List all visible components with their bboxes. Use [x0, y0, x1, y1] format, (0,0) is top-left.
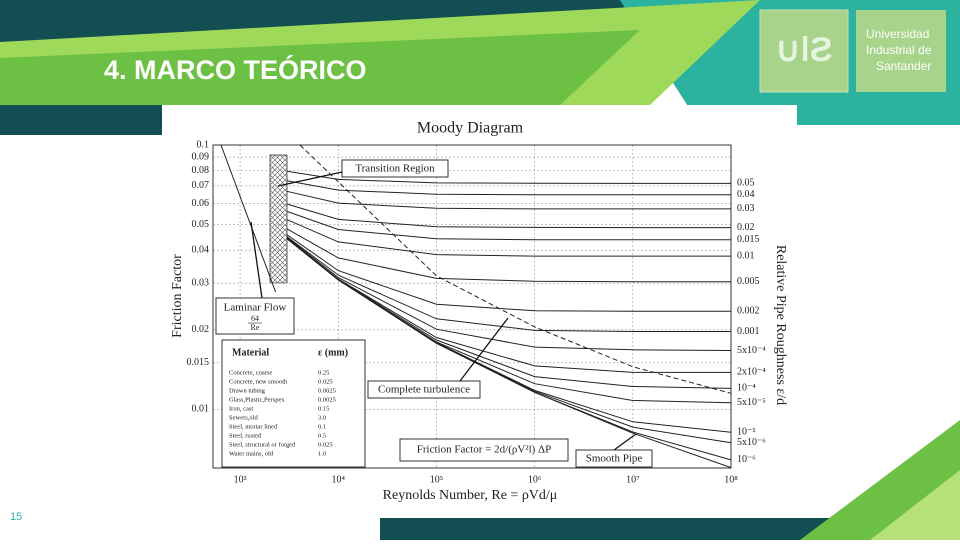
y-tick-label: 0.07: [192, 180, 210, 191]
annotation: Transition Region: [355, 163, 435, 175]
roughness-label: 5x10⁻⁵: [737, 397, 766, 408]
x-tick-label: 10⁸: [724, 474, 738, 485]
chart-title: Moody Diagram: [417, 120, 524, 137]
y-tick-label: 0.05: [192, 219, 210, 230]
roughness-label: 0.002: [737, 306, 760, 317]
annotation: Friction Factor = 2d/(ρV²l) ΔP: [417, 444, 552, 456]
curve: [286, 180, 731, 196]
table-cell: Water mains, old: [229, 450, 274, 457]
annotation: 64: [251, 314, 259, 323]
x-tick-label: 10⁴: [332, 474, 346, 485]
table-cell: 1.0: [318, 450, 326, 457]
slide-title: 4. MARCO TEÓRICO: [104, 54, 367, 85]
annotation: Laminar Flow: [224, 302, 287, 314]
table-cell: Steel, rusted: [229, 432, 262, 439]
curve: [286, 219, 731, 257]
roughness-label: 0.01: [737, 250, 755, 261]
transition-region: [269, 154, 288, 284]
roughness-label: 0.04: [737, 189, 755, 200]
roughness-label: 0.03: [737, 203, 755, 214]
institution: Universidad: [866, 27, 929, 41]
roughness-label: 10⁻⁵: [737, 427, 756, 438]
table-cell: 0.0025: [318, 387, 336, 394]
roughness-label: 0.005: [737, 276, 760, 287]
roughness-label: 5x10⁻⁴: [737, 345, 766, 356]
table-cell: 0.25: [318, 369, 329, 376]
x-tick-label: 10⁵: [430, 474, 444, 485]
annotations: Transition Region Laminar Flow 64 Re Com…: [215, 159, 653, 468]
x-tick-label: 10⁶: [528, 474, 542, 485]
roughness-label: 2x10⁻⁴: [737, 367, 766, 378]
curve: [220, 144, 277, 293]
y-tick-label: 0.01: [192, 404, 210, 415]
curve: [286, 236, 731, 332]
x-tick-label: 10⁷: [626, 474, 640, 485]
table-cell: Glass,Plastic,Perspex: [229, 396, 285, 403]
roughness-label: 0.015: [737, 234, 760, 245]
roughness-label: 10⁻⁶: [737, 454, 756, 465]
table-cell: Concrete, new smooth: [229, 378, 288, 385]
table-cell: 0.0025: [318, 396, 336, 403]
table-cell: 3.0: [318, 414, 326, 421]
logo-text-box: [856, 10, 946, 92]
roughness-label: 0.02: [737, 222, 755, 233]
table-cell: Iron, cast: [229, 405, 253, 412]
institution: Industrial de: [866, 43, 932, 57]
y-tick-label: 0.02: [192, 324, 210, 335]
roughness-label: 10⁻⁴: [737, 383, 756, 394]
table-cell: 0.1: [318, 423, 326, 430]
y-tick-label: 0.09: [192, 151, 210, 162]
table-cell: Drawn tubing: [229, 387, 266, 394]
annotation: Complete turbulence: [378, 384, 470, 396]
page-number: 15: [10, 511, 22, 523]
moody-chart: Moody Diagram Friction Factor Reynolds N…: [170, 120, 788, 504]
institution: Santander: [876, 59, 931, 73]
table-header: Material: [232, 347, 269, 358]
table-cell: Steel, mortar lined: [229, 423, 278, 430]
roughness-label: 0.001: [737, 326, 760, 337]
y-axis-label: Friction Factor: [170, 254, 185, 338]
y-tick-label: 0.1: [197, 139, 210, 150]
annotation: Re: [251, 323, 260, 332]
table-cell: 0.025: [318, 378, 333, 385]
y-tick-label: 0.06: [192, 198, 210, 209]
y-tick-label: 0.08: [192, 165, 210, 176]
table-header: ε (mm): [318, 347, 348, 358]
annotation: Smooth Pipe: [586, 453, 643, 465]
logo-mark: [759, 9, 849, 93]
table-cell: Concrete, coarse: [229, 369, 272, 376]
x-tick-label: 10³: [234, 474, 247, 485]
logo-glyph: ∪ǀƧ: [775, 31, 832, 69]
plot-frame: [212, 144, 732, 469]
curve: [286, 238, 732, 469]
table-cell: 0.025: [318, 441, 333, 448]
curve: [286, 228, 731, 283]
table-cell: 0.15: [318, 405, 329, 412]
curve: [286, 234, 731, 312]
table-cell: 0.5: [318, 432, 326, 439]
y-tick-label: 0.04: [192, 244, 210, 255]
roughness-label: 5x10⁻⁶: [737, 437, 766, 448]
table-cell: Steel, structural or forged: [229, 441, 296, 448]
curve: [299, 144, 732, 394]
curve: [286, 170, 731, 184]
curve: [286, 190, 731, 210]
y2-axis-label: Relative Pipe Roughness ε/d: [773, 245, 788, 405]
curve: [286, 237, 732, 351]
table-cell: Sewers,old: [229, 414, 258, 421]
y-tick-label: 0.03: [192, 278, 210, 289]
y-tick-label: 0.015: [187, 357, 210, 368]
roughness-label: 0.05: [737, 178, 755, 189]
curve: [286, 203, 731, 229]
x-axis-label: Reynolds Number, Re = ρVd/μ: [383, 488, 558, 503]
curve: [286, 210, 731, 241]
